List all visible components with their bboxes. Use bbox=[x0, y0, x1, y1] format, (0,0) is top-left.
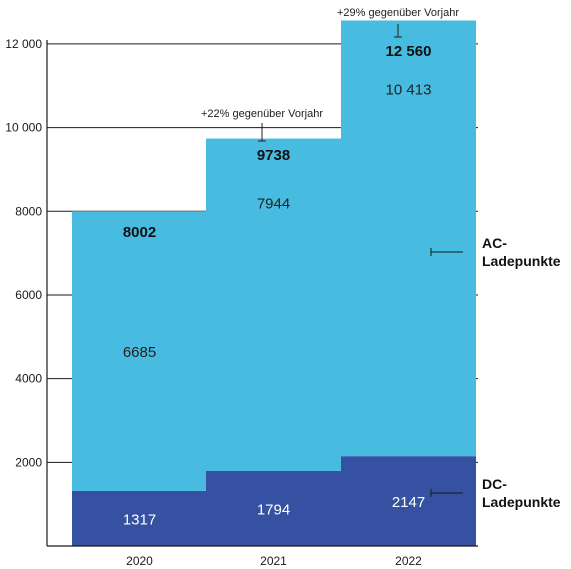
annotation-2022: +29% gegenüber Vorjahr bbox=[337, 7, 459, 19]
bar-2022-series-0 bbox=[341, 456, 476, 546]
total-label-2021: 9738 bbox=[257, 147, 290, 164]
total-label-2022: 12 560 bbox=[386, 43, 432, 60]
value-label-2022-series-1: 10 413 bbox=[386, 81, 432, 98]
legend-entry-1-line-1: Ladepunkte bbox=[482, 253, 561, 269]
bar-2022-series-1 bbox=[341, 20, 476, 457]
bar-2020-series-1 bbox=[72, 211, 207, 491]
bar-2021-series-1 bbox=[206, 138, 341, 471]
legend-entry-0-line-0: DC- bbox=[482, 476, 507, 492]
x-tick-label-2020: 2020 bbox=[126, 554, 153, 568]
y-tick-label-8000: 8000 bbox=[15, 204, 42, 218]
axes bbox=[46, 40, 478, 547]
labels: 2000 4000 6000 8000 10 000 12 000 1317 6685 1794… bbox=[5, 7, 560, 568]
value-label-2021-series-1: 7944 bbox=[257, 196, 290, 213]
legend-entry-1: AC- Ladepunkte bbox=[482, 235, 561, 269]
legend-entry-0: DC- Ladepunkte bbox=[482, 476, 561, 510]
y-tick-label-10000: 10 000 bbox=[5, 121, 42, 135]
x-tick-label-2021: 2021 bbox=[260, 554, 287, 568]
bar-2021-series-0 bbox=[206, 470, 341, 546]
bar-2020-series-0 bbox=[72, 490, 207, 546]
x-tick-label-2022: 2022 bbox=[395, 554, 422, 568]
annotation-2021: +22% gegenüber Vorjahr bbox=[201, 108, 323, 120]
value-label-2022-series-0: 2147 bbox=[392, 494, 425, 511]
value-label-2021-series-0: 1794 bbox=[257, 501, 290, 518]
legend-entry-1-line-0: AC- bbox=[482, 235, 507, 251]
value-label-2020-series-1: 6685 bbox=[123, 344, 156, 361]
y-tick-label-6000: 6000 bbox=[15, 288, 42, 302]
y-tick-label-12000: 12 000 bbox=[5, 37, 42, 51]
value-label-2020-series-0: 1317 bbox=[123, 511, 156, 528]
legend-entry-0-line-1: Ladepunkte bbox=[482, 494, 561, 510]
bars bbox=[72, 20, 476, 546]
y-tick-label-2000: 2000 bbox=[15, 455, 42, 469]
y-tick-label-4000: 4000 bbox=[15, 372, 42, 386]
total-label-2020: 8002 bbox=[123, 224, 156, 241]
